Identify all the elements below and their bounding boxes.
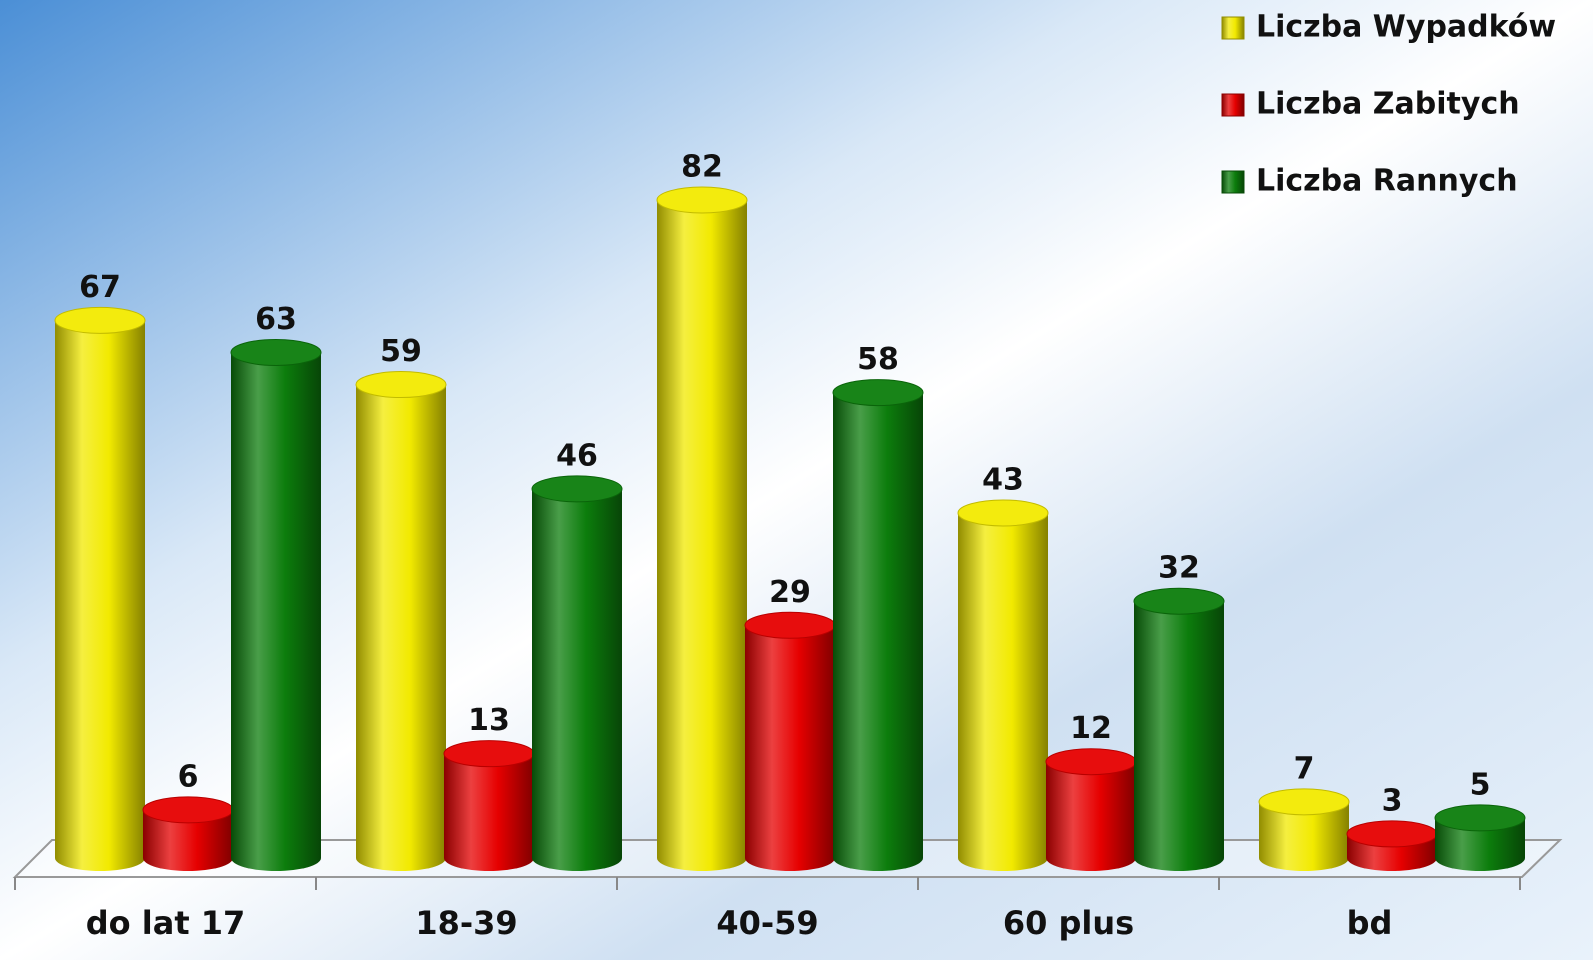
bar xyxy=(142,796,234,871)
bar-body xyxy=(231,352,321,858)
legend-label: Liczba Zabitych xyxy=(1256,87,1520,122)
bar-body xyxy=(833,392,923,858)
bar xyxy=(443,740,535,871)
bar-body xyxy=(532,488,622,858)
legend-label: Liczba Rannych xyxy=(1256,164,1518,199)
bar-top xyxy=(656,186,748,214)
bar xyxy=(230,338,322,871)
bar-top xyxy=(744,611,836,639)
value-label: 43 xyxy=(982,462,1024,497)
bar xyxy=(1258,788,1350,871)
x-tick-label: 40-59 xyxy=(716,904,818,942)
value-label: 12 xyxy=(1070,711,1112,746)
x-tick-label: do lat 17 xyxy=(86,904,246,942)
bar-top xyxy=(1258,788,1350,816)
bar xyxy=(656,186,748,871)
bar-body xyxy=(745,625,835,858)
legend-swatch xyxy=(1221,170,1245,194)
value-label: 82 xyxy=(681,150,723,185)
value-label: 7 xyxy=(1294,751,1315,786)
bar xyxy=(744,611,836,871)
bar-body xyxy=(1134,601,1224,858)
bar xyxy=(531,475,623,871)
bar xyxy=(1133,587,1225,871)
bar xyxy=(832,379,924,871)
bar-top xyxy=(957,499,1049,527)
bar-body xyxy=(444,753,534,858)
bar-top xyxy=(1346,820,1438,848)
bar-body xyxy=(958,512,1048,858)
legend-swatch xyxy=(1221,93,1245,117)
bar xyxy=(957,499,1049,871)
bar-top xyxy=(355,371,447,399)
bar-body xyxy=(1046,761,1136,858)
value-label: 3 xyxy=(1382,783,1403,818)
legend-swatch xyxy=(1221,16,1245,40)
bar-top xyxy=(531,475,623,503)
value-label: 59 xyxy=(380,334,422,369)
value-label: 13 xyxy=(468,703,510,738)
x-tick-label: 60 plus xyxy=(1003,904,1134,942)
bar-body xyxy=(55,320,145,858)
bar xyxy=(1346,820,1438,871)
bar-body xyxy=(657,200,747,858)
bar-top xyxy=(230,338,322,366)
bar-top xyxy=(832,379,924,407)
bar xyxy=(1434,804,1526,871)
bar-body xyxy=(356,384,446,858)
value-label: 32 xyxy=(1158,551,1200,586)
bar xyxy=(1045,748,1137,871)
value-label: 29 xyxy=(769,575,811,610)
bar-top xyxy=(1045,748,1137,776)
value-label: 63 xyxy=(255,302,297,337)
legend-label: Liczba Wypadków xyxy=(1256,10,1556,45)
value-label: 6 xyxy=(178,759,199,794)
value-label: 58 xyxy=(857,342,899,377)
value-label: 5 xyxy=(1470,767,1491,802)
bar xyxy=(54,306,146,871)
bar-top xyxy=(443,740,535,768)
value-label: 67 xyxy=(79,270,121,305)
bar-top xyxy=(54,306,146,334)
x-tick-label: bd xyxy=(1347,904,1393,942)
bar xyxy=(355,371,447,871)
value-label: 46 xyxy=(556,438,598,473)
bar-top xyxy=(142,796,234,824)
bar-top xyxy=(1133,587,1225,615)
bar-top xyxy=(1434,804,1526,832)
x-tick-label: 18-39 xyxy=(415,904,517,942)
